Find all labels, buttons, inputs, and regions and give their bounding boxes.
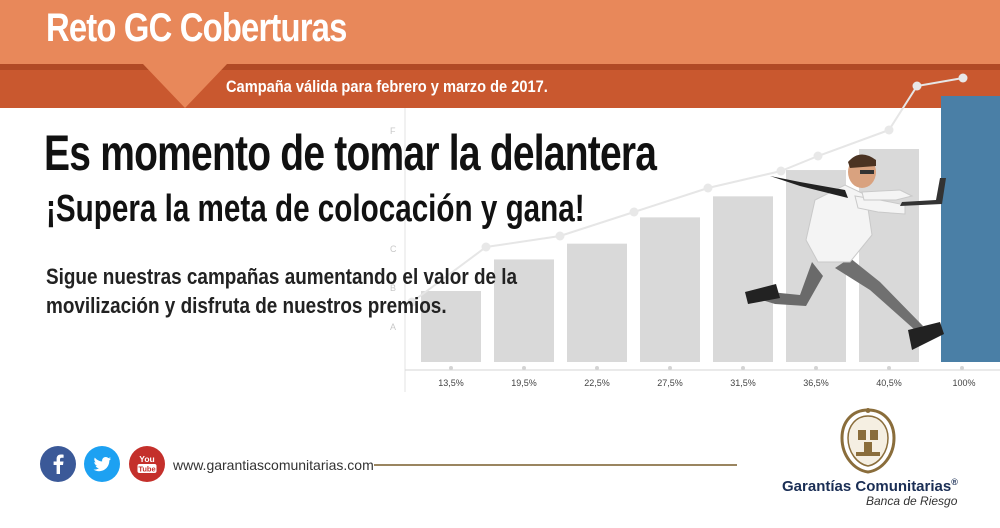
x-tick-label: 19,5% <box>511 378 537 388</box>
chart-bar <box>567 243 627 362</box>
x-tick-label: 36,5% <box>803 378 829 388</box>
chart-bar <box>713 196 773 362</box>
youtube-icon[interactable]: You Tube <box>129 446 165 482</box>
x-tick-label: 27,5% <box>657 378 683 388</box>
chart-trend-point <box>958 73 968 83</box>
x-tick-dot <box>668 366 672 370</box>
x-tick-label: 13,5% <box>438 378 464 388</box>
shoe-right <box>908 322 944 350</box>
x-tick-label: 31,5% <box>730 378 756 388</box>
svg-text:You: You <box>139 454 154 464</box>
brand-tagline: Banca de Riesgo <box>866 494 958 508</box>
body-copy: Sigue nuestras campañas aumentando el va… <box>46 262 517 320</box>
header-notch <box>143 64 227 108</box>
x-tick-dot <box>522 366 526 370</box>
chart-trend-point <box>884 125 894 135</box>
header-banner <box>0 0 1000 64</box>
chart-trend-point <box>776 166 786 176</box>
x-tick-dot <box>449 366 453 370</box>
chart-trend-point <box>703 183 713 193</box>
chart-bar <box>494 259 554 362</box>
header-subband-edge <box>0 64 1000 70</box>
y-tick-label: B <box>390 283 396 293</box>
chart-trend-point <box>407 297 417 307</box>
chart-bar <box>640 217 700 362</box>
chart-trend-point <box>813 151 823 161</box>
body-copy-line1: Sigue nuestras campañas aumentando el va… <box>46 264 518 289</box>
headline: Es momento de tomar la delantera <box>44 125 657 181</box>
shoe-left <box>745 284 780 304</box>
chart-trend-point <box>912 81 922 91</box>
chart-trend-point <box>481 242 491 252</box>
x-tick-label: 100% <box>952 378 975 388</box>
jumping-man-illustration <box>745 154 946 350</box>
x-tick-dot <box>741 366 745 370</box>
chart-trend-line <box>411 77 964 303</box>
chart-trend-point <box>629 207 639 217</box>
y-tick-label: C <box>390 244 397 254</box>
twitter-icon[interactable] <box>84 446 120 482</box>
chart-trend-point <box>555 231 565 241</box>
chart-bar-highlight <box>941 96 1000 362</box>
campaign-validity: Campaña válida para febrero y marzo de 2… <box>226 77 548 96</box>
brand-name: Garantías Comunitarias® <box>782 477 958 495</box>
garantias-comunitarias-logo <box>840 408 896 474</box>
body-copy-line2: movilización y disfruta de nuestros prem… <box>46 293 447 318</box>
x-tick-label: 22,5% <box>584 378 610 388</box>
x-tick-dot <box>960 366 964 370</box>
facebook-icon[interactable] <box>40 446 76 482</box>
x-tick-label: 40,5% <box>876 378 902 388</box>
x-tick-dot <box>814 366 818 370</box>
x-tick-dot <box>887 366 891 370</box>
y-tick-label: A <box>390 322 396 332</box>
website-link[interactable]: www.garantiascomunitarias.com <box>173 457 374 473</box>
y-tick-label: F <box>390 126 396 136</box>
campaign-title: Reto GC Coberturas <box>46 6 347 50</box>
chart-bar <box>421 291 481 362</box>
footer-divider <box>374 464 737 466</box>
svg-text:Tube: Tube <box>138 465 155 474</box>
subheadline: ¡Supera la meta de colocación y gana! <box>46 188 585 230</box>
x-tick-dot <box>595 366 599 370</box>
